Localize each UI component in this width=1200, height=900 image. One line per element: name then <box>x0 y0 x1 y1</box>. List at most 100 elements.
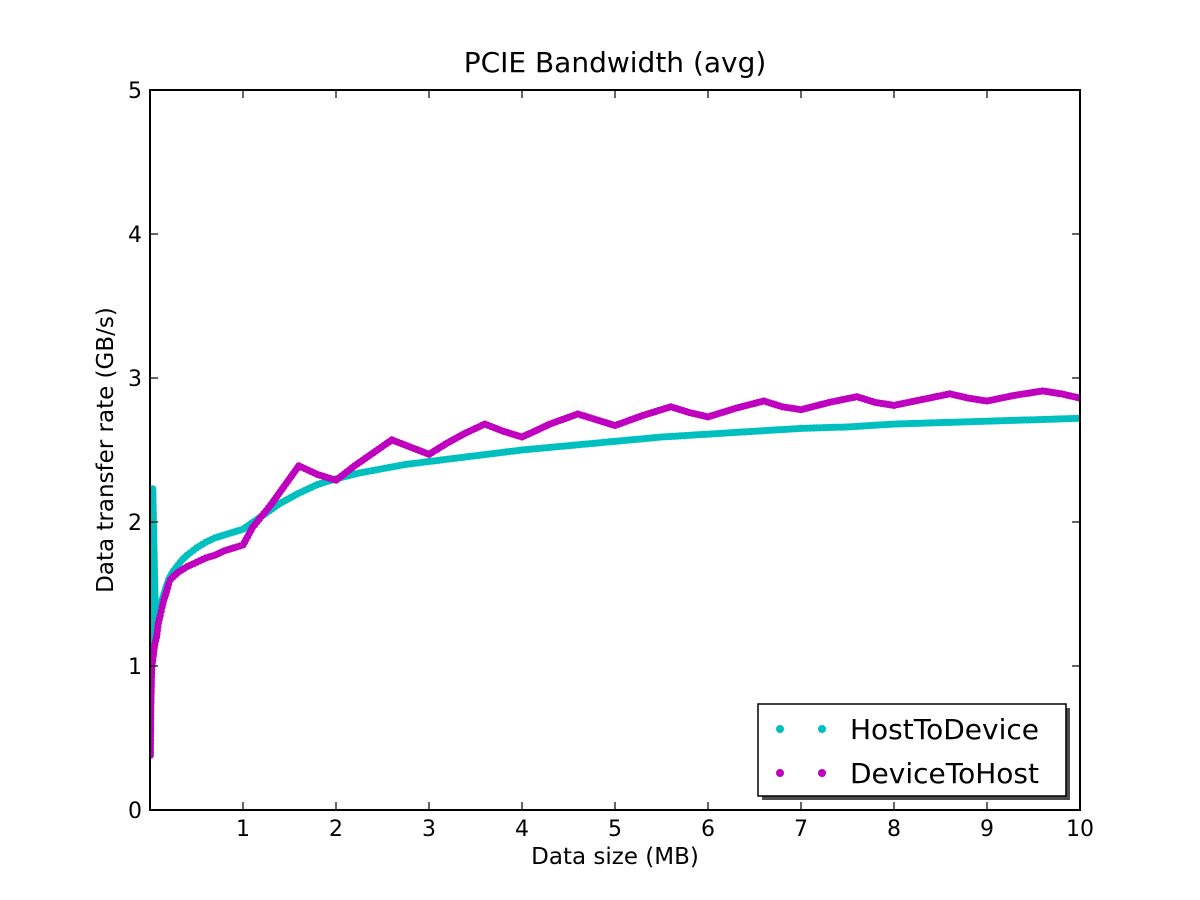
data-point <box>422 458 430 466</box>
data-point <box>375 465 383 473</box>
data-point <box>352 470 360 478</box>
data-point <box>729 405 737 413</box>
data-point <box>794 425 802 433</box>
data-point <box>292 491 300 499</box>
data-point <box>1054 389 1062 397</box>
y-tick-label: 5 <box>128 79 142 104</box>
chart-title: PCIE Bandwidth (avg) <box>464 46 767 79</box>
data-point <box>664 404 672 412</box>
legend-item: HostToDevice <box>776 713 1039 746</box>
data-point <box>284 477 292 485</box>
data-point <box>850 393 858 401</box>
data-point <box>1026 416 1034 424</box>
y-tick-label: 1 <box>128 655 142 680</box>
data-point <box>274 490 282 498</box>
data-point <box>217 548 225 556</box>
x-tick-label: 7 <box>794 817 808 842</box>
data-point <box>208 535 216 543</box>
data-point <box>840 423 849 431</box>
data-point <box>385 438 393 446</box>
data-point <box>403 442 411 450</box>
data-point <box>189 546 197 554</box>
data-point <box>181 553 189 561</box>
data-point <box>154 622 162 631</box>
data-point <box>199 540 207 548</box>
legend-marker <box>818 725 826 733</box>
data-point <box>227 545 235 553</box>
legend-label: HostToDevice <box>850 713 1039 746</box>
data-point <box>747 427 756 436</box>
data-point <box>933 419 942 427</box>
data-point <box>980 417 988 425</box>
axes: 1 2 3 4 5 6 7 8 9 10 0 1 2 3 4 5 <box>128 79 1094 842</box>
legend-box <box>757 703 1067 797</box>
data-point <box>265 504 273 512</box>
data-point <box>398 461 406 469</box>
data-point <box>868 397 876 406</box>
data-point <box>943 390 951 399</box>
x-tick-label: 1 <box>236 817 250 842</box>
data-point <box>1073 393 1080 401</box>
data-point <box>422 449 430 457</box>
data-point <box>189 560 197 568</box>
data-point <box>199 555 207 564</box>
data-point <box>589 415 597 423</box>
y-tick-label: 2 <box>128 511 142 536</box>
data-point <box>441 440 449 448</box>
data-point <box>636 413 644 421</box>
legend-marker <box>776 769 784 777</box>
x-tick-label: 4 <box>515 817 529 842</box>
x-tick-label: 5 <box>608 817 622 842</box>
data-point <box>515 432 523 440</box>
data-point <box>478 421 486 430</box>
plot-area <box>150 387 1080 759</box>
data-point <box>301 465 309 473</box>
data-point <box>459 430 468 438</box>
x-tick-label: 10 <box>1066 817 1094 842</box>
data-point <box>255 515 263 523</box>
data-point <box>654 433 663 441</box>
data-point <box>1073 414 1080 422</box>
data-point <box>682 408 690 416</box>
data-point <box>961 393 969 401</box>
data-point <box>887 401 895 409</box>
data-point <box>159 599 167 608</box>
data-point <box>172 571 180 579</box>
x-tick-label: 6 <box>701 817 715 842</box>
data-point <box>150 680 155 688</box>
data-point <box>1008 392 1016 400</box>
data-point <box>980 397 988 405</box>
legend-item: DeviceToHost <box>776 757 1039 790</box>
data-point <box>155 615 163 623</box>
data-point <box>543 421 551 429</box>
data-point <box>701 430 709 438</box>
data-point <box>496 426 504 434</box>
data-point <box>348 464 356 472</box>
data-point <box>571 411 579 419</box>
x-tick-label: 9 <box>980 817 994 842</box>
data-point <box>164 583 172 592</box>
data-point <box>162 590 170 598</box>
data-point <box>329 475 337 483</box>
y-tick-label: 0 <box>128 799 142 824</box>
data-point <box>217 532 225 540</box>
data-point <box>176 558 184 566</box>
data-point <box>757 398 765 406</box>
data-point <box>887 420 895 428</box>
data-point <box>208 552 216 560</box>
x-axis-label: Data size (MB) <box>531 844 699 870</box>
data-point <box>515 446 523 454</box>
data-point <box>227 529 235 537</box>
series-DeviceToHost <box>150 387 1080 759</box>
data-point <box>608 438 616 446</box>
data-point <box>310 482 318 490</box>
data-point <box>775 402 783 410</box>
data-point <box>794 405 802 413</box>
data-point <box>822 399 830 407</box>
x-tick-label: 8 <box>887 817 901 842</box>
data-point <box>310 469 318 477</box>
legend-marker <box>818 769 826 777</box>
legend-label: DeviceToHost <box>850 757 1039 790</box>
x-tick-label: 3 <box>422 817 436 842</box>
legend: HostToDevice DeviceToHost <box>757 703 1070 800</box>
